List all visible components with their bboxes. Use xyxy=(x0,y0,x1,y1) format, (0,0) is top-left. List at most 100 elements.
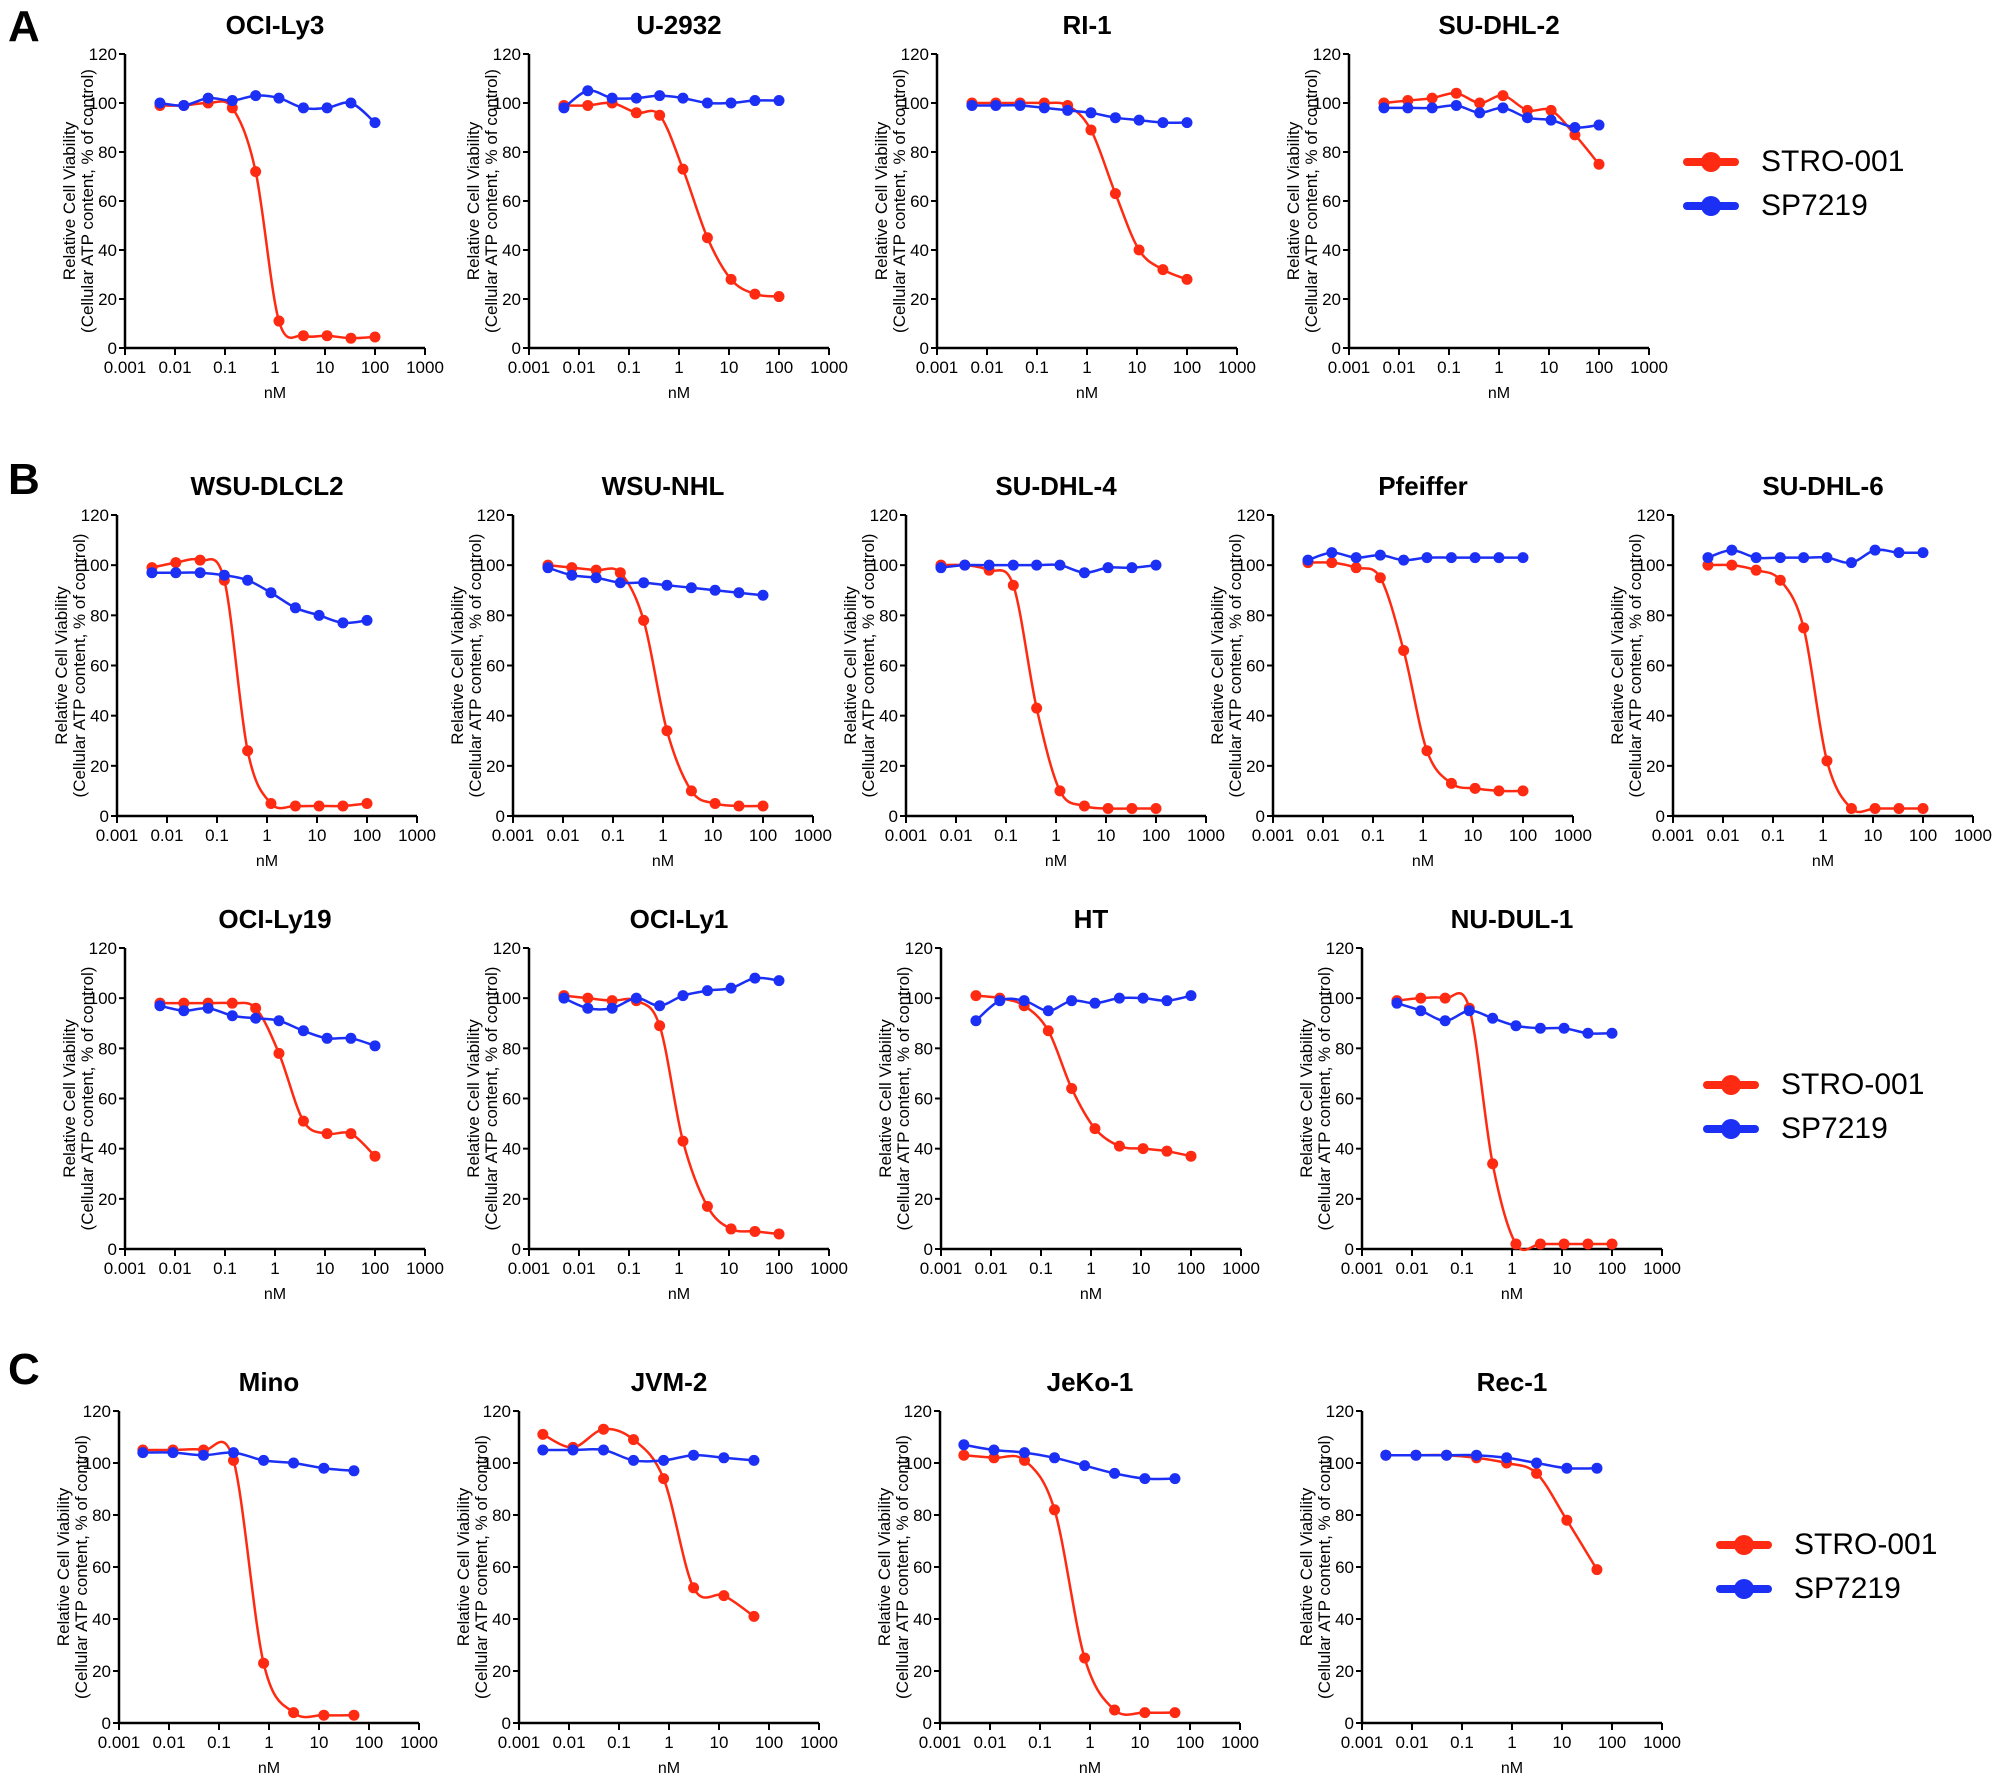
chart-title: Rec-1 xyxy=(1477,1367,1548,1397)
x-tick-label: 0.01 xyxy=(562,1259,595,1278)
y-tick-label: 100 xyxy=(493,94,521,113)
data-point-stro-001 xyxy=(1726,559,1738,571)
x-axis-label: nM xyxy=(1076,385,1098,402)
y-tick-label: 0 xyxy=(100,807,109,826)
data-point-sp7219 xyxy=(202,92,214,104)
chart-title: SU-DHL-6 xyxy=(1762,471,1883,501)
data-point-stro-001 xyxy=(1821,755,1833,767)
data-point-stro-001 xyxy=(318,1709,330,1721)
data-point-sp7219 xyxy=(265,587,277,599)
fit-curve-sp7219 xyxy=(1383,104,1600,129)
data-point-sp7219 xyxy=(966,99,978,111)
y-axis-label: Relative Cell Viability xyxy=(60,1019,79,1178)
data-point-stro-001 xyxy=(725,273,737,285)
x-tick-label: 1 xyxy=(1082,358,1091,377)
data-point-sp7219 xyxy=(337,617,349,629)
data-point-stro-001 xyxy=(321,1128,333,1140)
data-point-sp7219 xyxy=(345,1032,357,1044)
data-point-sp7219 xyxy=(1078,567,1090,579)
panel-letter-a: A xyxy=(8,2,40,51)
data-point-stro-001 xyxy=(242,745,254,757)
y-axis-label: Relative Cell Viability xyxy=(454,1487,473,1646)
data-point-sp7219 xyxy=(1534,1022,1546,1034)
y-tick-label: 40 xyxy=(1322,241,1341,260)
x-tick-label: 1 xyxy=(1051,826,1060,845)
data-point-stro-001 xyxy=(566,562,578,574)
data-point-stro-001 xyxy=(1798,622,1810,634)
data-point-sp7219 xyxy=(1750,552,1762,564)
y-axis-label-line2: (Cellular ATP content, % of control) xyxy=(893,1435,912,1699)
data-point-stro-001 xyxy=(1078,800,1090,812)
data-point-sp7219 xyxy=(1374,549,1386,561)
data-point-sp7219 xyxy=(1726,544,1738,556)
x-tick-label: 0.001 xyxy=(1252,826,1295,845)
data-point-sp7219 xyxy=(1445,552,1457,564)
x-tick-label: 0.001 xyxy=(920,1259,963,1278)
data-point-stro-001 xyxy=(1031,702,1043,714)
data-point-sp7219 xyxy=(178,99,190,111)
x-tick-label: 0.01 xyxy=(552,1733,585,1752)
y-tick-label: 120 xyxy=(493,45,521,64)
y-tick-label: 120 xyxy=(477,506,505,525)
data-point-sp7219 xyxy=(1157,117,1169,129)
data-point-stro-001 xyxy=(1593,158,1605,170)
data-point-sp7219 xyxy=(258,1454,270,1466)
y-tick-label: 0 xyxy=(924,1240,933,1259)
data-point-sp7219 xyxy=(1917,547,1929,559)
y-tick-label: 20 xyxy=(98,1190,117,1209)
data-point-sp7219 xyxy=(1869,544,1881,556)
y-axis-label-line2: (Cellular ATP content, % of control) xyxy=(472,1435,491,1699)
y-tick-label: 40 xyxy=(913,1610,932,1629)
y-tick-label: 80 xyxy=(486,606,505,625)
data-point-stro-001 xyxy=(1133,244,1145,256)
fit-curve-sp7219 xyxy=(563,976,780,1011)
x-tick-label: 0.1 xyxy=(1450,1259,1474,1278)
y-tick-label: 120 xyxy=(904,1402,932,1421)
data-point-sp7219 xyxy=(1018,995,1030,1007)
data-point-sp7219 xyxy=(250,1012,262,1024)
y-tick-label: 100 xyxy=(483,1454,511,1473)
data-point-sp7219 xyxy=(566,569,578,581)
x-tick-label: 1000 xyxy=(800,1733,838,1752)
data-point-sp7219 xyxy=(1474,107,1486,119)
data-point-sp7219 xyxy=(154,1000,166,1012)
x-tick-label: 0.1 xyxy=(1025,358,1049,377)
x-tick-label: 0.01 xyxy=(1395,1259,1428,1278)
legend-swatch-blue xyxy=(1703,1119,1759,1139)
y-tick-label: 60 xyxy=(879,657,898,676)
y-tick-label: 60 xyxy=(492,1558,511,1577)
x-tick-label: 0.1 xyxy=(601,826,625,845)
data-point-stro-001 xyxy=(701,1200,713,1212)
data-point-stro-001 xyxy=(337,800,349,812)
data-point-sp7219 xyxy=(638,577,650,589)
y-tick-label: 100 xyxy=(1313,94,1341,113)
data-point-sp7219 xyxy=(1062,104,1074,116)
y-tick-label: 40 xyxy=(879,707,898,726)
x-tick-label: 0.1 xyxy=(1450,1733,1474,1752)
y-tick-label: 60 xyxy=(98,1090,117,1109)
chart-panel-ri-1: RI-1 0 20 40 60 80 100 120 0.001 0.01 0.1 1 10 100 100… xyxy=(872,10,1256,402)
y-tick-label: 120 xyxy=(81,506,109,525)
data-point-stro-001 xyxy=(1109,1704,1121,1716)
y-tick-label: 20 xyxy=(92,1662,111,1681)
x-tick-label: 0.1 xyxy=(1029,1259,1053,1278)
chart-panel-mino: Mino 0 20 40 60 80 100 120 0.001 0.01 0.1 1 10 100 100… xyxy=(54,1367,438,1773)
data-point-sp7219 xyxy=(297,102,309,114)
x-axis-label: nM xyxy=(1488,385,1510,402)
data-point-sp7219 xyxy=(983,559,995,571)
data-point-sp7219 xyxy=(1426,102,1438,114)
data-point-sp7219 xyxy=(598,1444,610,1456)
data-point-stro-001 xyxy=(289,800,301,812)
data-point-stro-001 xyxy=(250,166,262,178)
data-point-stro-001 xyxy=(1150,802,1162,814)
x-tick-label: 10 xyxy=(1864,826,1883,845)
x-tick-label: 0.1 xyxy=(1437,358,1461,377)
chart-panel-su-dhl-4: SU-DHL-4 0 20 40 60 80 100 120 0.001 0.01 0.1 1 10 10… xyxy=(841,471,1225,870)
y-tick-label: 120 xyxy=(870,506,898,525)
data-point-stro-001 xyxy=(1398,644,1410,656)
data-point-sp7219 xyxy=(606,92,618,104)
y-tick-label: 40 xyxy=(1335,1610,1354,1629)
data-point-sp7219 xyxy=(1066,995,1078,1007)
y-tick-label: 100 xyxy=(1326,1454,1354,1473)
y-tick-label: 100 xyxy=(1326,989,1354,1008)
